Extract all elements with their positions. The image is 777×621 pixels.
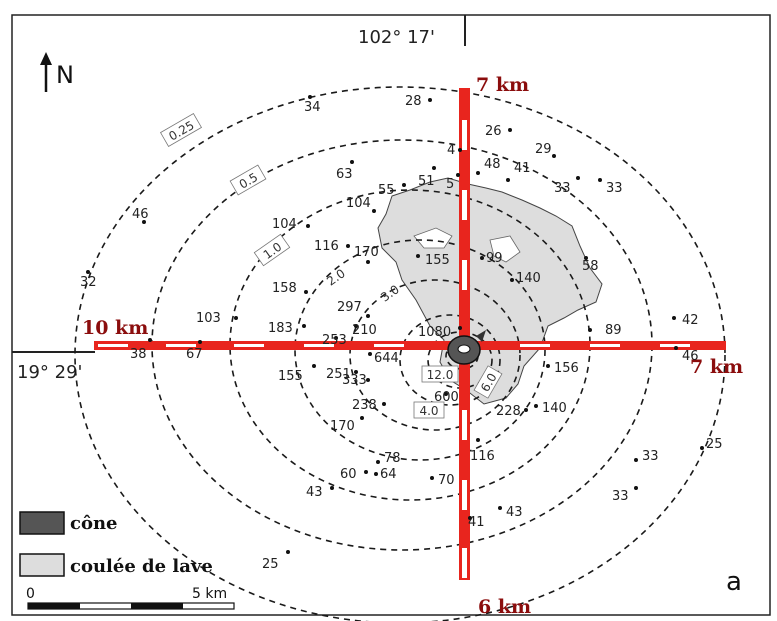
sample-value: 25 [262,557,279,572]
panel-letter: a [726,567,742,597]
sample-value: 33 [612,489,629,504]
sample-value: 5 [446,177,454,192]
isopach-label-group: 0.25 0.5 1.0 4.0 12.0 6.0 [159,113,503,419]
sample-value: 253 [322,333,347,348]
sample-value: 51 [418,174,435,189]
sample-value: 41 [514,161,531,176]
sample-value: 297 [337,300,362,315]
isopach-label: 3.0 [378,282,402,304]
sample-value: 210 [352,323,377,338]
axis-label-west: 10 km [82,317,148,339]
sample-value: 104 [272,217,297,232]
lava-island [489,235,521,263]
sample-value: 58 [582,259,599,274]
sample-points: 34 28 26 29 4 48 41 33 33 63 51 5 55 104… [80,94,723,572]
north-arrow-icon [40,52,52,92]
sample-value: 34 [304,100,321,115]
legend-lava-swatch [19,553,65,577]
axis-label-south: 6 km [478,596,531,618]
sample-value: 251 [326,367,351,382]
legend-lava-label: coulée de lave [70,556,213,577]
sample-value: 183 [268,321,293,336]
sample-value: 170 [330,419,355,434]
sample-value: 4 [447,143,455,158]
sample-value: 78 [384,451,401,466]
sample-value: 89 [605,323,622,338]
sample-value: 43 [306,485,323,500]
reference-axes [94,88,726,580]
isopach-label: 12.0 [427,368,454,382]
sample-value: 116 [314,239,339,254]
sample-value: 158 [272,281,297,296]
sample-value: 33 [642,449,659,464]
scale-bar: 0 5 km [26,586,235,610]
sample-value: 32 [80,275,97,290]
isopach-label: 2.0 [324,266,348,288]
sample-value: 29 [535,142,552,157]
isopach-line [399,314,501,406]
sample-value: 28 [405,94,422,109]
sample-value: 333 [342,373,367,388]
west-east-axis [94,341,726,350]
north-label: N [56,61,74,89]
sample-value: 116 [470,449,495,464]
sample-value: 25 [706,437,723,452]
sample-value: 600 [434,390,459,405]
sample-value: 26 [485,124,502,139]
sample-value: 67 [186,347,203,362]
axis-label-north: 7 km [476,74,529,96]
sample-value: 64 [380,467,397,482]
latitude-label: 19° 29' [17,362,82,383]
sample-value: 170 [354,245,379,260]
axis-label-east: 7 km [690,356,743,378]
sample-value: 63 [336,167,353,182]
sample-value: 99 [486,251,503,266]
map-frame [11,14,771,616]
sample-value: 60 [340,467,357,482]
sample-value: 48 [484,157,501,172]
sample-value: 33 [554,181,571,196]
longitude-label: 102° 17' [358,27,435,48]
isopach-contours [74,86,726,621]
scale-bar-end: 5 km [192,586,227,602]
north-south-axis [459,88,470,580]
sample-value: 38 [130,347,147,362]
legend: cône coulée de lave [19,511,213,577]
isopach-label: 4.0 [419,404,438,418]
sample-value: 228 [496,404,521,419]
sample-value: 155 [425,253,450,268]
sample-value: 1080 [418,325,451,340]
sample-value: 103 [196,311,221,326]
legend-cone-label: cône [70,513,118,534]
sample-value: 43 [506,505,523,520]
isopach-line [74,86,726,621]
sample-value: 104 [346,196,371,211]
lava-island [413,227,453,249]
cone-icon [447,330,486,365]
sample-value: 140 [516,271,541,286]
sample-value: 46 [682,349,699,364]
sample-value: 41 [468,515,485,530]
sample-value: 33 [606,181,623,196]
sample-value: 42 [682,313,699,328]
sample-value: 155 [278,369,303,384]
legend-cone-swatch [19,511,65,535]
sample-value: 70 [438,473,455,488]
sample-value: 156 [554,361,579,376]
isopach-line [349,279,521,431]
sample-value: 46 [132,207,149,222]
sample-value: 140 [542,401,567,416]
scale-bar-start: 0 [26,586,35,602]
sample-value: 644 [374,351,399,366]
sample-value: 238 [352,398,377,413]
sample-value: 55 [378,183,395,198]
